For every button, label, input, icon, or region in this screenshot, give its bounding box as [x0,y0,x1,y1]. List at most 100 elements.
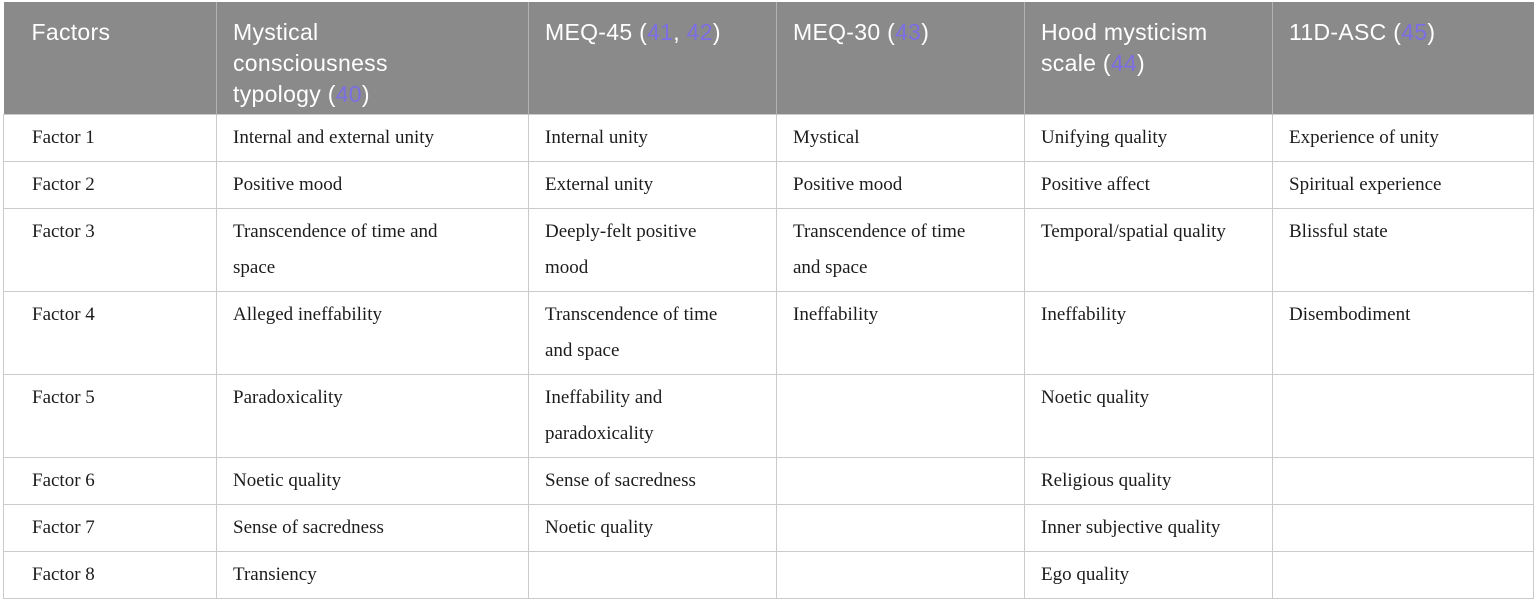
cell-text: Disembodiment [1289,303,1411,325]
table-cell [776,456,1025,505]
table-cell [1272,503,1534,552]
header-text: Mystical consciousness typology ( [233,19,388,107]
citation-link[interactable]: 43 [895,19,922,45]
factor-comparison-table-wrap: Factors Mystical consciousness typology (… [3,2,1534,599]
table-cell: Ineffability and paradoxicality [528,373,777,458]
column-header-meq-45: MEQ-45 (41, 42) [528,2,777,114]
cell-text: Ineffability [1041,303,1127,325]
column-header-label: 11D-ASC (45) [1289,17,1435,48]
table-cell: Sense of sacredness [216,503,529,552]
row-label-cell: Factor 4 [3,290,217,375]
column-header-11d-asc: 11D-ASC (45) [1272,2,1534,114]
table-row: Factor 6 Noetic quality Sense of sacrednes… [3,456,1534,505]
cell-text: Sense of sacredness [545,469,696,491]
table-cell: Positive mood [776,160,1025,209]
citation-link[interactable]: 42 [686,19,713,45]
header-text: ) [361,81,370,107]
factor-comparison-table: Factors Mystical consciousness typology (… [3,2,1534,599]
table-cell: Mystical [776,113,1025,162]
table-cell: Transcendence of time and space [216,207,529,292]
header-text: MEQ-30 ( [793,19,896,45]
table-cell: Spiritual experience [1272,160,1534,209]
cell-text: Ego quality [1041,563,1130,585]
table-cell: Internal unity [528,113,777,162]
table-cell: Religious quality [1024,456,1273,505]
table-cell: Sense of sacredness [528,456,777,505]
cell-text: Temporal/spatial quality [1041,220,1226,242]
citation-link[interactable]: 41 [647,19,674,45]
table-row: Factor 1 Internal and external unity Inter… [3,113,1534,162]
table-cell: Blissful state [1272,207,1534,292]
column-header-factors: Factors [3,2,217,114]
table-cell: Ineffability [1024,290,1273,375]
table-cell: Internal and external unity [216,113,529,162]
row-label-cell: Factor 2 [3,160,217,209]
table-cell [528,550,777,599]
header-text: 11D-ASC ( [1289,19,1402,45]
cell-text: Factor 6 [32,469,95,491]
table-row: Factor 8 Transiency Ego quality [3,550,1534,599]
table-cell [1272,373,1534,458]
table-cell: Disembodiment [1272,290,1534,375]
header-text: Hood mysticism scale ( [1041,19,1208,76]
table-row: Factor 4 Alleged ineffability Transcendenc… [3,290,1534,375]
header-text: ) [1427,19,1436,45]
table-cell [1272,456,1534,505]
column-header-mystical-consciousness-typology: Mystical consciousness typology (40) [216,2,529,114]
cell-text: Factor 2 [32,173,95,195]
table-cell: Inner subjective quality [1024,503,1273,552]
table-cell: Ego quality [1024,550,1273,599]
cell-text: Factor 4 [32,303,95,325]
table-row: Factor 5 Paradoxicality Ineffability and p… [3,373,1534,458]
column-header-hood-mysticism-scale: Hood mysticism scale (44) [1024,2,1273,114]
cell-text: Factor 5 [32,386,95,408]
table-cell: Transcendence of time and space [528,290,777,375]
row-label-cell: Factor 5 [3,373,217,458]
row-label-cell: Factor 1 [3,113,217,162]
cell-text: Blissful state [1289,220,1388,242]
table-cell: Unifying quality [1024,113,1273,162]
cell-text: Noetic quality [233,469,342,491]
header-text: MEQ-45 ( [545,19,648,45]
table-row: Factor 2 Positive mood External unity Posit… [3,160,1534,209]
column-header-meq-30: MEQ-30 (43) [776,2,1025,114]
column-header-label: MEQ-30 (43) [793,17,929,48]
row-label-cell: Factor 3 [3,207,217,292]
header-row: Factors Mystical consciousness typology (… [3,2,1534,114]
cell-text: Internal unity [545,126,648,148]
cell-text: Ineffability [793,303,879,325]
table-cell: Noetic quality [528,503,777,552]
cell-text: External unity [545,173,654,195]
cell-text: Transiency [233,563,317,585]
table-cell [776,373,1025,458]
table-cell: Paradoxicality [216,373,529,458]
cell-text: Factor 1 [32,126,95,148]
cell-text: Transcendence of time and space [793,220,966,278]
row-label-cell: Factor 7 [3,503,217,552]
cell-text: Noetic quality [1041,386,1150,408]
column-header-label: Mystical consciousness typology (40) [233,17,411,110]
cell-text: Experience of unity [1289,126,1439,148]
header-text: Factors [31,19,111,45]
table-header: Factors Mystical consciousness typology (… [3,2,1534,114]
citation-link[interactable]: 40 [335,81,362,107]
cell-text: Ineffability and paradoxicality [545,386,663,444]
header-text: , [673,19,687,45]
citation-link[interactable]: 44 [1110,50,1138,76]
table-cell: Noetic quality [216,456,529,505]
cell-text: Factor 3 [32,220,95,242]
header-text: ) [1137,50,1145,76]
cell-text: Inner subjective quality [1041,516,1221,538]
table-cell: Positive affect [1024,160,1273,209]
cell-text: Unifying quality [1041,126,1168,148]
table-row: Factor 3 Transcendence of time and space D… [3,207,1534,292]
cell-text: Religious quality [1041,469,1172,491]
row-label-cell: Factor 6 [3,456,217,505]
row-label-cell: Factor 8 [3,550,217,599]
cell-text: Transcendence of time and space [545,303,718,361]
table-cell: Ineffability [776,290,1025,375]
cell-text: Alleged ineffability [233,303,382,325]
citation-link[interactable]: 45 [1401,19,1428,45]
table-cell [776,503,1025,552]
table-row: Factor 7 Sense of sacredness Noetic qualit… [3,503,1534,552]
